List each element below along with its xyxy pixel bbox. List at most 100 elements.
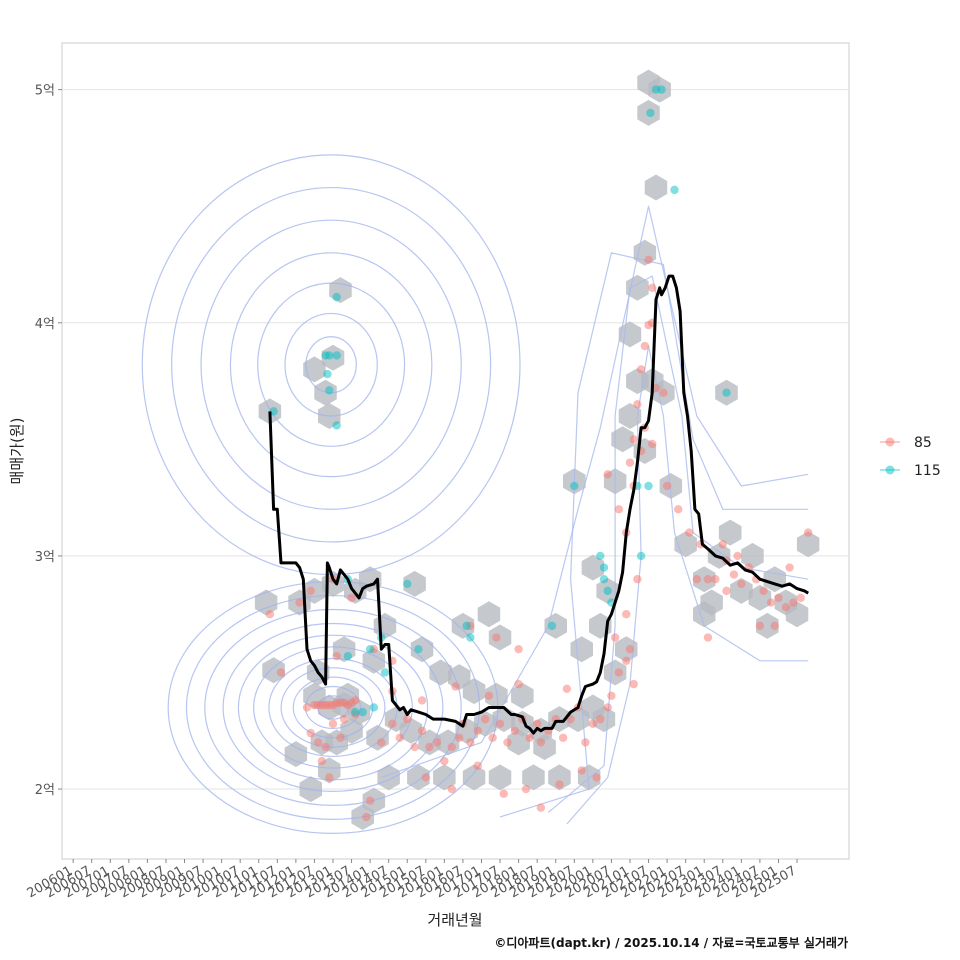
hexbin — [433, 764, 456, 791]
point-series-85 — [596, 714, 605, 724]
point-series-85 — [447, 784, 456, 794]
hexbin — [254, 589, 278, 616]
point-series-85 — [410, 742, 419, 752]
point-series-85 — [674, 505, 683, 514]
y-tick-label: 4억 — [35, 317, 55, 332]
density-contour — [381, 205, 809, 778]
point-series-115 — [462, 621, 471, 631]
hexbin — [418, 729, 441, 756]
point-series-85 — [432, 738, 442, 747]
point-series-85 — [588, 719, 598, 728]
point-series-85 — [562, 684, 572, 694]
point-series-85 — [339, 714, 349, 724]
point-series-85 — [636, 365, 646, 374]
point-series-85 — [495, 719, 505, 728]
density-contour — [237, 634, 429, 781]
point-series-85 — [276, 668, 286, 677]
point-series-115 — [722, 388, 731, 397]
hexbin — [507, 729, 530, 756]
point-series-85 — [622, 610, 631, 619]
hexbin — [403, 570, 426, 597]
point-series-85 — [629, 679, 638, 689]
point-series-115 — [596, 551, 605, 561]
point-series-85 — [766, 598, 776, 607]
hexbin — [362, 647, 386, 674]
point-series-85 — [796, 593, 805, 603]
point-series-85 — [610, 633, 620, 642]
hexbin — [399, 717, 423, 744]
density-contour — [499, 252, 809, 818]
point-series-115 — [603, 586, 612, 596]
density-contour — [280, 667, 386, 748]
point-series-85 — [536, 803, 546, 812]
point-series-85 — [455, 733, 464, 742]
hexbin — [462, 764, 486, 791]
caption: ©디아파트(dapt.kr) / 2025.10.14 / 자료=국토교통부 실… — [494, 935, 848, 950]
hexbin — [303, 356, 326, 383]
point-series-85 — [492, 633, 501, 642]
hexbin — [548, 764, 571, 791]
x-axis-ticks: 2006012006072007012007072008012008072009… — [25, 859, 799, 901]
density-contour — [257, 282, 406, 447]
hexbin — [340, 717, 363, 744]
legend-key-85 — [885, 437, 895, 447]
hexbin — [284, 741, 308, 768]
point-series-85 — [733, 551, 742, 561]
hexbin — [718, 519, 742, 546]
point-series-85 — [265, 610, 275, 619]
point-series-85 — [759, 586, 768, 596]
hexbin — [488, 764, 512, 791]
point-series-85 — [521, 784, 531, 794]
point-series-115 — [325, 351, 334, 360]
point-series-85 — [365, 796, 375, 805]
y-tick-label: 3억 — [35, 550, 55, 565]
point-series-85 — [377, 738, 386, 747]
point-series-115 — [547, 621, 557, 631]
point-series-85 — [417, 726, 427, 735]
point-series-85 — [774, 593, 783, 603]
point-series-115 — [343, 651, 353, 661]
legend-label: 115 — [914, 463, 941, 479]
density-contour — [222, 622, 444, 792]
point-series-85 — [317, 756, 327, 766]
point-series-85 — [622, 656, 631, 666]
point-series-115 — [365, 644, 375, 654]
point-series-85 — [737, 579, 746, 589]
point-series-85 — [662, 481, 672, 491]
point-series-85 — [328, 719, 338, 728]
hexbin — [581, 554, 605, 581]
y-tick-label: 2억 — [35, 783, 55, 798]
point-series-115 — [323, 369, 332, 379]
point-series-85 — [388, 719, 397, 728]
point-series-85 — [577, 766, 586, 775]
point-series-85 — [302, 703, 312, 712]
point-series-115 — [403, 579, 412, 589]
point-series-85 — [625, 458, 635, 467]
hexbin — [644, 174, 668, 201]
point-series-85 — [785, 563, 794, 572]
point-series-85 — [417, 696, 427, 705]
point-series-85 — [659, 388, 668, 397]
point-series-115 — [670, 185, 679, 195]
point-series-115 — [657, 85, 666, 94]
point-series-85 — [351, 696, 360, 705]
hexbin — [796, 531, 820, 558]
trend-line-layer — [268, 274, 809, 735]
density-contour — [171, 186, 492, 543]
hexbin — [429, 659, 452, 686]
point-series-85 — [644, 255, 653, 265]
point-series-85 — [685, 528, 694, 537]
point-series-85 — [629, 435, 638, 444]
point-series-85 — [499, 789, 508, 798]
point-series-115 — [332, 421, 341, 430]
point-series-115 — [570, 481, 579, 491]
point-series-85 — [711, 575, 720, 584]
hexbin — [756, 612, 779, 639]
point-series-85 — [421, 773, 431, 782]
point-series-85 — [648, 439, 657, 449]
point-series-115 — [369, 703, 379, 712]
point-series-85 — [603, 703, 612, 712]
point-series-85 — [425, 742, 434, 752]
hexbin — [611, 426, 634, 453]
